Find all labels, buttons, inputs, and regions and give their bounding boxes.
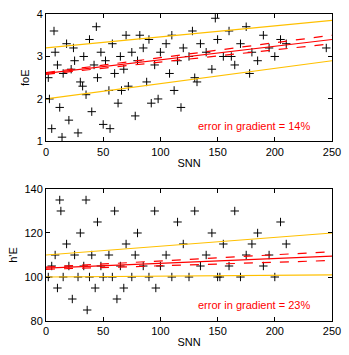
svg-text:150: 150 bbox=[208, 146, 226, 158]
svg-text:3: 3 bbox=[37, 50, 43, 62]
svg-text:error in gradient = 14%: error in gradient = 14% bbox=[198, 120, 310, 132]
svg-text:SNN: SNN bbox=[177, 336, 200, 348]
svg-text:50: 50 bbox=[97, 146, 109, 158]
svg-text:200: 200 bbox=[266, 146, 284, 158]
svg-text:100: 100 bbox=[151, 325, 169, 337]
svg-text:foE: foE bbox=[19, 69, 31, 86]
svg-text:80: 80 bbox=[31, 315, 43, 327]
svg-text:140: 140 bbox=[24, 183, 42, 195]
svg-text:250: 250 bbox=[323, 146, 341, 158]
svg-text:4: 4 bbox=[37, 8, 43, 20]
svg-text:100: 100 bbox=[151, 146, 169, 158]
svg-text:error in gradient = 23%: error in gradient = 23% bbox=[198, 299, 310, 311]
svg-text:100: 100 bbox=[24, 271, 42, 283]
svg-text:50: 50 bbox=[97, 325, 109, 337]
svg-text:h'E: h'E bbox=[7, 247, 19, 263]
svg-text:120: 120 bbox=[24, 227, 42, 239]
svg-text:1: 1 bbox=[37, 135, 43, 147]
svg-text:150: 150 bbox=[208, 325, 226, 337]
svg-text:200: 200 bbox=[266, 325, 284, 337]
svg-text:2: 2 bbox=[37, 93, 43, 105]
svg-text:0: 0 bbox=[43, 146, 49, 158]
svg-text:0: 0 bbox=[43, 325, 49, 337]
svg-text:SNN: SNN bbox=[177, 157, 200, 169]
svg-text:250: 250 bbox=[323, 325, 341, 337]
